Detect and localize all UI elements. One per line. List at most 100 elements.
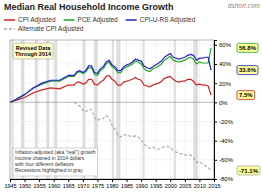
end-label-text: -71.1% [239,168,259,174]
y-tick-label: 0% [219,100,228,106]
grid-line-y [10,140,214,141]
end-label-text: 56.8% [239,45,257,51]
legend: CPI Adjusted PCE Adjusted CPI-U-RS Adjuste… [4,16,196,33]
y-tick-label: 20% [219,81,232,87]
y-tick: 0% [214,100,228,106]
end-label-text: 33.6% [239,67,257,73]
x-tick-mark [68,179,69,182]
x-tick-mark [199,179,200,182]
x-tick-label: 1960 [48,183,60,189]
legend-label: CPI-U-RS Adjusted [140,16,196,24]
grid-line-x [126,40,127,179]
x-tick-mark [170,179,171,182]
subtitle-line: Revised Data [16,45,51,51]
series-line [10,75,211,102]
x-tick: 1985 [121,179,133,189]
legend-item: PCE Adjusted [64,16,118,24]
legend-swatch [4,28,15,30]
legend-label: CPI Adjusted [18,16,56,24]
annotation: Recessions highlighted in gray [15,167,83,173]
x-tick-mark [54,179,55,182]
x-tick: 2005 [179,179,191,189]
x-tick-mark [185,179,186,182]
y-tick: -20% [214,119,234,125]
x-tick-label: 1945 [4,183,16,189]
x-tick-label: 1980 [106,183,118,189]
subtitle-box: Revised DataThrough 2014 [13,43,53,59]
chart-container: dshort.com Median Real Household Income G… [0,0,263,192]
y-tick-mark [214,64,217,65]
y-tick: -60% [214,157,234,163]
x-tick-mark [10,179,11,182]
x-tick: 1950 [19,179,31,189]
x-tick-label: 1970 [77,183,89,189]
y-tick-mark [214,141,217,142]
x-tick: 1970 [77,179,89,189]
end-label-text: 7.5% [239,92,253,98]
plot-background [10,40,214,179]
lines [10,48,211,171]
x-tick: 1945 [4,179,16,189]
x-tick: 2000 [165,179,177,189]
x-tick-mark [127,179,128,182]
subtitle: Revised DataThrough 2014 [15,45,52,58]
y-tick-mark [214,83,217,84]
grid-line-x [111,40,112,179]
x-tick-label: 2010 [194,183,206,189]
x-tick: 1955 [34,179,46,189]
end-label: 33.6% [237,66,258,75]
x-tick-mark [97,179,98,182]
y-tick-label: 40% [219,61,232,67]
series-line [10,48,211,102]
x-tick: 1980 [106,179,118,189]
series-line [10,53,211,102]
x-tick-label: 2000 [165,183,177,189]
y-tick: 60% [214,42,232,48]
title: Median Real Household Income Growth [4,2,174,12]
x-tick-label: 2015 [208,183,220,189]
legend-swatch [64,19,75,21]
end-label-box [237,43,258,52]
x-tick: 2010 [194,179,206,189]
y-tick: -80% [214,176,234,182]
y-tick-label: -60% [219,157,234,163]
x-tick-mark [83,179,84,182]
x-tick-label: 1985 [121,183,133,189]
x-tick-label: 1950 [19,183,31,189]
watermark: dshort.com [228,2,261,9]
end-label-box [237,166,260,175]
x-tick-mark [141,179,142,182]
recession-band [116,40,120,179]
legend-item: CPI-U-RS Adjusted [126,16,196,24]
legend-item: CPI Adjusted [4,16,56,24]
legend-item: Alternate CPI Adjusted [4,25,84,33]
x-tick-mark [39,179,40,182]
end-label-box [237,91,255,100]
x-tick-mark [156,179,157,182]
end-label: 7.5% [237,91,255,100]
y-tick-mark [214,179,217,180]
plot-frame [10,40,214,179]
grid-line-y [10,121,214,122]
x-tick-label: 1975 [92,183,104,189]
y-tick-mark [214,121,217,122]
end-label: -71.1% [237,166,260,175]
x-tick: 1960 [48,179,60,189]
annotation-box-bg [13,148,98,176]
x-tick: 1995 [150,179,162,189]
end-label: 56.8% [237,43,258,52]
y-tick-mark [214,102,217,103]
x-tick-mark [112,179,113,182]
y-tick-label: -40% [219,138,234,144]
subtitle-line: Through 2014 [15,51,52,57]
legend-label: PCE Adjusted [78,16,118,24]
annotation-box: Inflation-adjusted (aka "real") growthIn… [13,148,98,176]
x-tick-mark [25,179,26,182]
legend-swatch [4,19,15,21]
y-tick: 40% [214,61,232,67]
chart-svg: dshort.com Median Real Household Income G… [0,0,263,192]
subtitle-box-bg [13,43,53,59]
x-axis-line [11,180,215,183]
y-axis: -80% -60% -40% -20% 0% 20% 40% 60% [214,41,234,183]
x-tick-label: 1965 [63,183,75,189]
